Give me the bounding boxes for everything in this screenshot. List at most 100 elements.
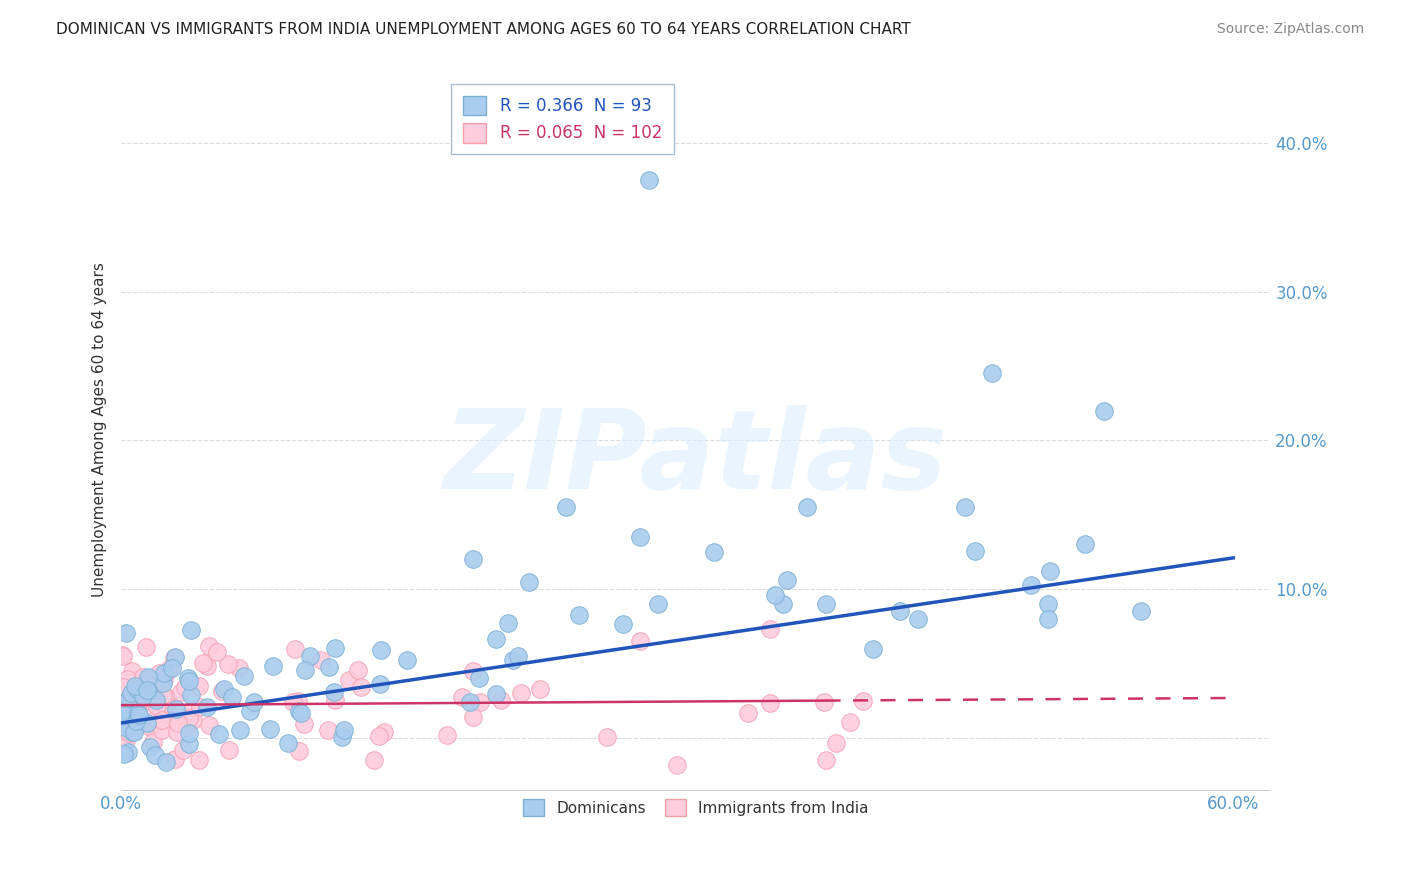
Point — [155, 756, 177, 770]
Point — [284, 641, 307, 656]
Point — [165, 752, 187, 766]
Point — [195, 700, 218, 714]
Point — [176, 718, 198, 732]
Point — [1092, 403, 1115, 417]
Text: DOMINICAN VS IMMIGRANTS FROM INDIA UNEMPLOYMENT AMONG AGES 60 TO 64 YEARS CORREL: DOMINICAN VS IMMIGRANTS FROM INDIA UNEMP… — [56, 22, 911, 37]
Point — [135, 682, 157, 697]
Point — [184, 679, 207, 693]
Point — [139, 739, 162, 754]
Point — [287, 694, 309, 708]
Point — [111, 680, 134, 694]
Point — [737, 706, 759, 720]
Point — [155, 698, 177, 712]
Point — [772, 598, 794, 612]
Point — [461, 665, 484, 679]
Point — [142, 679, 165, 693]
Point — [143, 747, 166, 762]
Y-axis label: Unemployment Among Ages 60 to 64 years: Unemployment Among Ages 60 to 64 years — [93, 261, 107, 597]
Point — [510, 686, 533, 700]
Point — [647, 597, 669, 611]
Point — [198, 639, 221, 653]
Point — [124, 679, 146, 693]
Point — [152, 675, 174, 690]
Point — [112, 696, 135, 710]
Point — [128, 707, 150, 722]
Point — [118, 726, 141, 740]
Point — [217, 657, 239, 672]
Point — [218, 743, 240, 757]
Point — [485, 687, 508, 701]
Point — [146, 698, 169, 712]
Point — [325, 692, 347, 706]
Point — [208, 727, 231, 741]
Point — [506, 648, 529, 663]
Point — [517, 574, 540, 589]
Point — [170, 684, 193, 698]
Point — [228, 661, 250, 675]
Point — [451, 690, 474, 704]
Point — [1019, 578, 1042, 592]
Point — [163, 650, 186, 665]
Point — [121, 725, 143, 739]
Point — [211, 684, 233, 698]
Point — [115, 722, 138, 736]
Point — [813, 695, 835, 709]
Point — [145, 693, 167, 707]
Point — [135, 640, 157, 655]
Point — [963, 544, 986, 558]
Point — [363, 753, 385, 767]
Point — [294, 663, 316, 677]
Point — [759, 697, 782, 711]
Point — [502, 653, 524, 667]
Point — [141, 720, 163, 734]
Point — [114, 728, 136, 742]
Point — [177, 738, 200, 752]
Point — [318, 660, 340, 674]
Point — [288, 744, 311, 758]
Point — [568, 608, 591, 623]
Point — [125, 702, 148, 716]
Point — [290, 706, 312, 720]
Point — [115, 625, 138, 640]
Point — [628, 530, 651, 544]
Point — [111, 648, 134, 662]
Point — [153, 673, 176, 687]
Point — [242, 695, 264, 709]
Point — [299, 648, 322, 663]
Point — [283, 695, 305, 709]
Point — [496, 616, 519, 631]
Point — [114, 707, 136, 722]
Point — [463, 552, 485, 566]
Point — [118, 690, 141, 705]
Point — [529, 681, 551, 696]
Point — [239, 704, 262, 718]
Point — [197, 718, 219, 732]
Point — [232, 669, 254, 683]
Point — [129, 714, 152, 728]
Point — [177, 671, 200, 685]
Point — [838, 714, 860, 729]
Point — [628, 634, 651, 648]
Point — [368, 677, 391, 691]
Point — [127, 699, 149, 714]
Point — [395, 653, 418, 667]
Point — [180, 704, 202, 718]
Point — [373, 725, 395, 739]
Point — [229, 723, 252, 737]
Point — [1074, 537, 1097, 551]
Point — [889, 604, 911, 618]
Point — [115, 672, 138, 686]
Point — [165, 702, 187, 716]
Point — [350, 680, 373, 694]
Point — [191, 656, 214, 670]
Point — [596, 731, 619, 745]
Point — [146, 698, 169, 713]
Point — [1129, 604, 1152, 618]
Point — [484, 632, 506, 646]
Point — [277, 736, 299, 750]
Point — [127, 681, 149, 696]
Point — [127, 706, 149, 720]
Point — [180, 623, 202, 637]
Point — [1036, 612, 1059, 626]
Point — [160, 714, 183, 728]
